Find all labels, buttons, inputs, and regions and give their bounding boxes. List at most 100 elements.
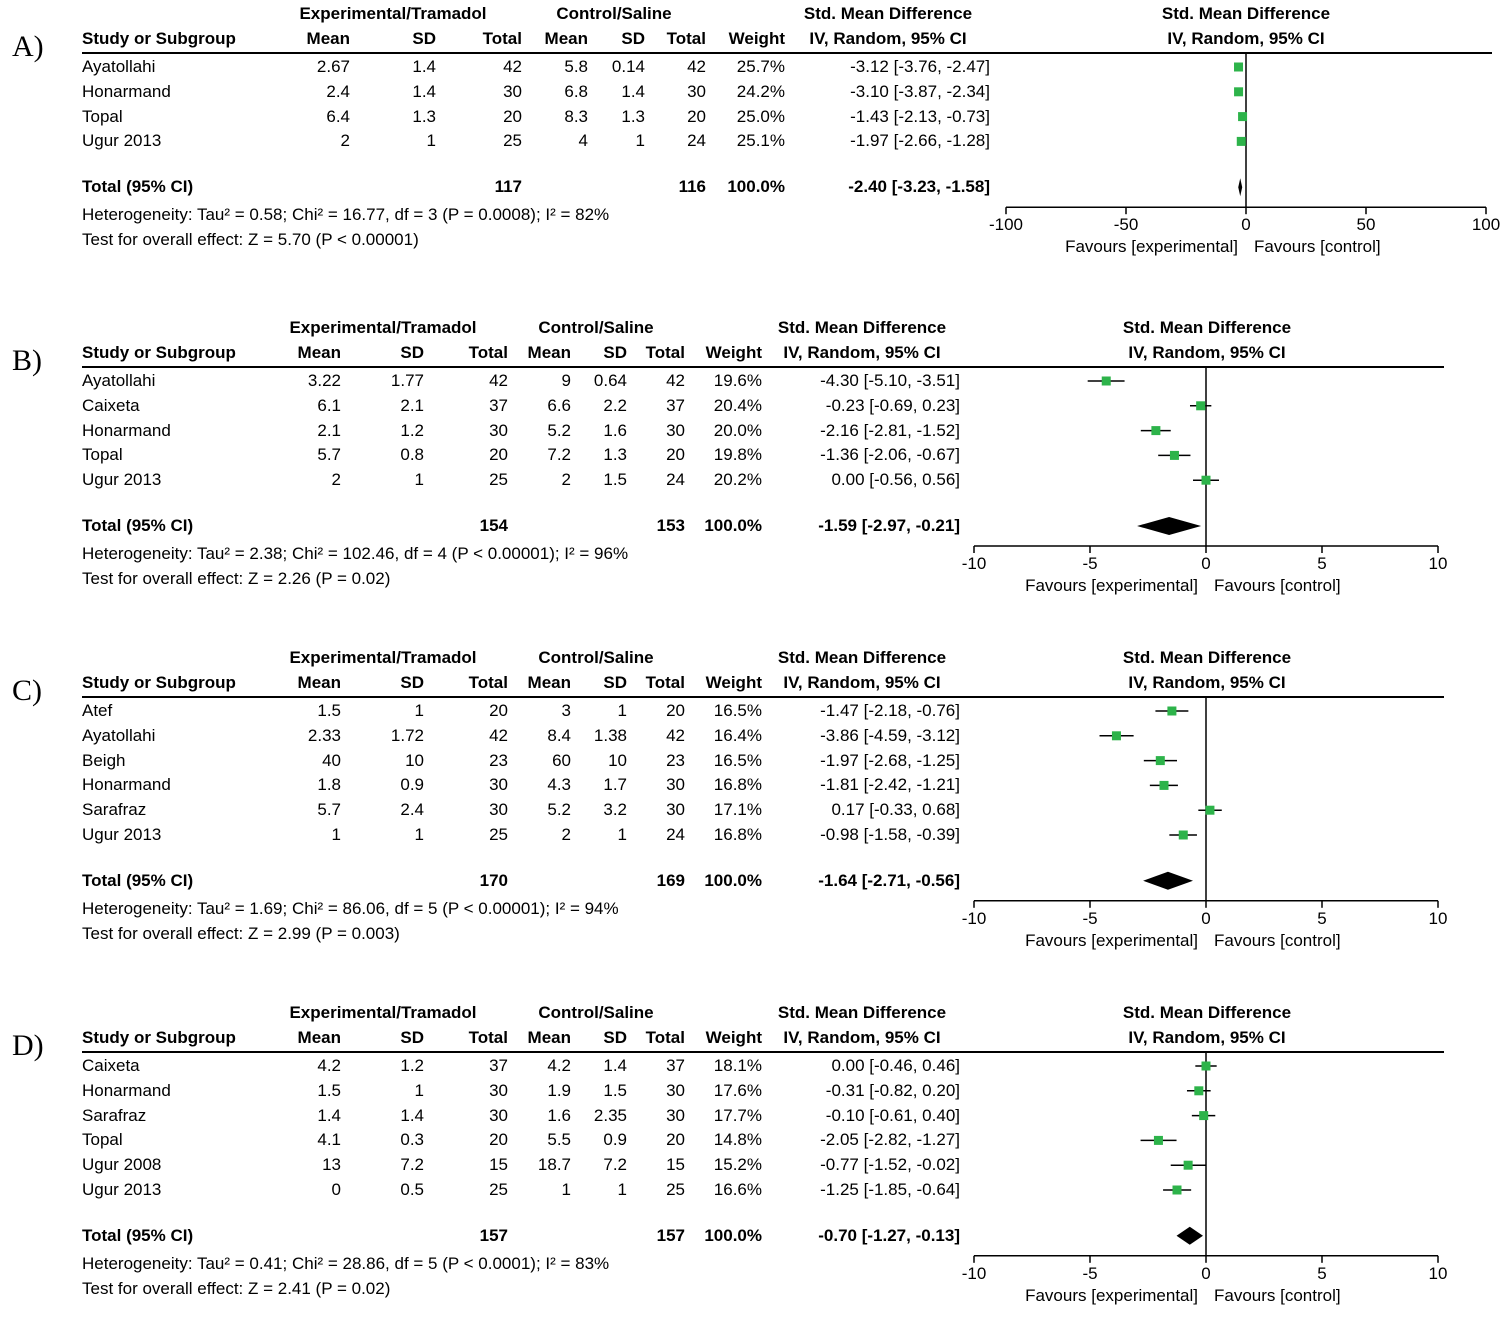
exp-total: 25 [503,131,522,151]
ctl-sd: 1 [635,131,645,151]
header-rule [82,696,1444,698]
study-point-estimate [1111,731,1121,741]
ctl-total-header: Total [645,1028,685,1047]
study-column-header: Study or Subgroup [82,673,236,692]
total-weight: 100.0% [727,177,785,197]
study-weight: 25.0% [736,106,785,126]
method-header: IV, Random, 95% CI [809,29,967,48]
exp-mean: 2.4 [326,81,350,101]
exp-total: 30 [489,420,508,440]
exp-sd: 1 [414,1080,424,1100]
exp-total: 25 [489,1180,508,1199]
ctl-mean: 1.6 [547,1105,571,1125]
study-name: Topal [82,1130,123,1150]
plot-method-header: IV, Random, 95% CI [1128,343,1286,362]
exp-total: 25 [489,470,508,490]
study-weight: 16.5% [713,701,762,720]
ctl-total: 30 [666,800,685,820]
study-ci: -1.97 [-2.68, -1.25] [820,750,960,770]
study-weight: 19.6% [713,371,762,390]
forest-plot-svg: -10 -5 0 5 10 Favours [experimental] Favours [… [962,367,1447,595]
x-tick-label: -5 [1082,1264,1097,1283]
exp-mean: 1 [331,825,341,844]
heterogeneity-text: Heterogeneity: Tau² = 1.69; Chi² = 86.06… [82,898,619,918]
study-ci: -1.81 [-2.42, -1.21] [820,775,960,795]
x-tick-label: 10 [1429,1264,1448,1283]
ctl-total: 30 [666,1105,685,1125]
panel-label: A) [12,30,44,63]
panel-label: C) [12,674,42,707]
x-tick-label: 50 [1357,215,1376,234]
effect-measure-header: Std. Mean Difference [777,1003,947,1022]
exp-sd: 0.9 [400,775,424,795]
exp-sd-header: SD [400,343,424,362]
study-point-estimate [1205,805,1215,815]
header-rule [82,52,1492,54]
exp-total: 42 [503,57,522,76]
ctl-sd: 1.4 [621,81,645,101]
exp-sd: 2.1 [400,395,424,415]
ctl-mean: 1 [561,1180,571,1199]
ctl-mean: 2 [561,470,571,490]
exp-total: 30 [503,81,522,101]
ctl-sd: 1.4 [603,1056,627,1075]
exp-total: 20 [503,106,522,126]
ctl-mean: 1.9 [547,1080,571,1100]
ctl-total: 30 [666,775,685,795]
ctl-sd: 2.2 [603,395,627,415]
study-weight: 19.8% [713,445,762,465]
study-name: Honarmand [82,420,171,440]
exp-total: 20 [489,445,508,465]
plot-effect-header: Std. Mean Difference [1122,648,1292,667]
study-ci: -2.16 [-2.81, -1.52] [820,420,960,440]
ctl-total: 30 [666,420,685,440]
x-tick-label: 5 [1317,909,1326,928]
study-point-estimate [1183,1160,1193,1170]
weight-header: Weight [705,343,762,362]
weight-header: Weight [705,673,762,692]
pooled-effect-diamond [1137,517,1202,535]
study-name: Topal [82,445,123,465]
ctl-sd-header: SD [603,673,627,692]
study-ci: -0.23 [-0.69, 0.23] [825,395,960,415]
study-name: Ugur 2013 [82,1180,162,1199]
study-point-estimate [1234,87,1244,97]
exp-sd: 0.8 [400,445,424,465]
ctl-sd: 1.3 [603,445,627,465]
ctl-mean: 6.6 [547,395,571,415]
study-ci: 0.17 [-0.33, 0.68] [831,800,960,820]
method-header: IV, Random, 95% CI [783,1028,941,1047]
exp-total: 30 [489,800,508,820]
forest-panel-b: B) Experimental/Tramadol Control/Saline Std… [0,314,1500,634]
total-label: Total (95% CI) [82,870,194,890]
study-ci: -0.31 [-0.82, 0.20] [825,1080,960,1100]
favours-experimental-label: Favours [experimental] [1025,576,1198,595]
exp-total-header: Total [482,29,522,48]
ctl-sd: 1.38 [593,725,627,745]
exp-mean: 5.7 [317,445,341,465]
exp-mean: 2.33 [307,725,341,745]
ctl-total: 30 [666,1080,685,1100]
exp-total: 30 [489,775,508,795]
exp-sd: 1.4 [412,57,436,76]
study-weight: 17.7% [713,1105,762,1125]
study-name: Ugur 2013 [82,470,162,490]
ctl-mean: 4 [578,131,588,151]
study-weight: 15.2% [713,1155,762,1175]
ctl-sd: 3.2 [603,800,627,820]
exp-total: 15 [489,1155,508,1175]
ctl-mean: 2 [561,825,571,844]
ctl-total-header: Total [645,673,685,692]
exp-sd: 0.5 [400,1180,424,1199]
favours-experimental-label: Favours [experimental] [1065,237,1238,256]
ctl-mean: 60 [552,750,571,770]
study-point-estimate [1238,112,1248,122]
study-ci: -0.10 [-0.61, 0.40] [825,1105,960,1125]
exp-total-sum: 170 [479,870,508,890]
exp-sd: 1.4 [400,1105,424,1125]
exp-mean: 2.1 [317,420,341,440]
exp-total: 42 [489,725,508,745]
x-tick-label: 10 [1429,909,1448,928]
ctl-sd: 1 [617,1180,627,1199]
ctl-mean: 8.3 [564,106,588,126]
